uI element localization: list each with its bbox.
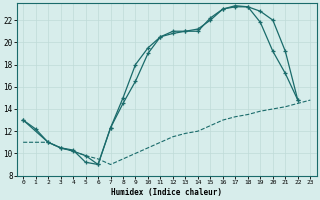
X-axis label: Humidex (Indice chaleur): Humidex (Indice chaleur): [111, 188, 222, 197]
